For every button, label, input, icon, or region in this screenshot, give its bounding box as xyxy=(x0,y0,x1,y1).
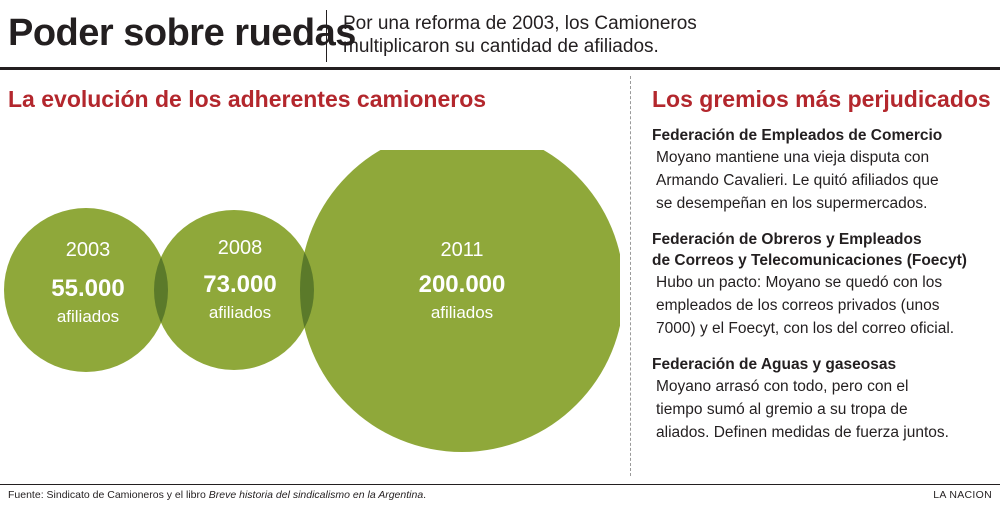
union-item: Federación de Aguas y gaseosas Moyano ar… xyxy=(652,354,992,444)
union-name: Federación de Empleados de Comercio xyxy=(652,125,992,146)
unions-heading: Los gremios más perjudicados xyxy=(652,86,991,112)
source-suffix: . xyxy=(423,489,427,501)
union-name: Federación de Obreros y Empleados de Cor… xyxy=(652,229,992,271)
union-desc-line: se desempeñan en los supermercados. xyxy=(656,195,928,212)
bubble-value-label: 200.000 xyxy=(419,271,506,298)
bubble-chart-svg: 2003 55.000 afiliados 2008 73.000 afiliados 20… xyxy=(4,150,620,452)
union-desc-line: 7000) y el Foecyt, con los del correo of… xyxy=(656,320,955,337)
bubble-2011 xyxy=(300,150,620,452)
bubble-unit-label: afiliados xyxy=(431,303,493,322)
union-name-line: Federación de Empleados de Comercio xyxy=(652,127,943,144)
chart-title: La evolución de los adherentes camionero… xyxy=(8,86,487,112)
brand-logo: LA NACION xyxy=(933,489,992,501)
union-desc-line: Hubo un pacto: Moyano se quedó con los xyxy=(656,274,943,291)
bubble-unit-label: afiliados xyxy=(209,303,271,322)
bubble-value-label: 55.000 xyxy=(51,275,124,302)
bubble-2003 xyxy=(4,208,168,372)
union-item: Federación de Empleados de Comercio Moya… xyxy=(652,125,992,215)
bubble-chart: 2003 55.000 afiliados 2008 73.000 afiliados 20… xyxy=(0,150,620,480)
union-name-line: Federación de Obreros y Empleados xyxy=(652,231,922,248)
union-name-line: de Correos y Telecomunicaciones (Foecyt) xyxy=(652,252,967,269)
header: Poder sobre ruedas Por una reforma de 20… xyxy=(0,0,1000,66)
source-prefix: Fuente: Sindicato de Camioneros y el lib… xyxy=(8,489,209,501)
union-desc-line: Moyano arrasó con todo, pero con el xyxy=(656,378,909,395)
right-column: Los gremios más perjudicados Federación … xyxy=(652,86,992,458)
union-desc-line: tiempo sumó al gremio a su tropa de xyxy=(656,401,908,418)
bubble-unit-label: afiliados xyxy=(57,307,119,326)
union-item: Federación de Obreros y Empleados de Cor… xyxy=(652,229,992,340)
union-desc-line: Moyano mantiene una vieja disputa con xyxy=(656,149,930,166)
union-desc-line: aliados. Definen medidas de fuerza junto… xyxy=(656,424,949,441)
union-name-line: Federación de Aguas y gaseosas xyxy=(652,356,897,373)
bubble-year-label: 2003 xyxy=(66,239,111,261)
bubble-year-label: 2011 xyxy=(440,239,483,261)
union-description: Moyano mantiene una vieja disputa con Ar… xyxy=(652,146,992,215)
footer-rule xyxy=(0,484,1000,485)
page-title: Poder sobre ruedas xyxy=(8,12,356,54)
bubble-2008 xyxy=(154,210,314,370)
header-rule xyxy=(0,67,1000,70)
column-divider xyxy=(630,76,631,476)
title-divider xyxy=(326,10,327,62)
bubble-value-label: 73.000 xyxy=(203,271,276,298)
union-name: Federación de Aguas y gaseosas xyxy=(652,354,992,375)
source-note: Fuente: Sindicato de Camioneros y el lib… xyxy=(8,489,426,501)
union-desc-line: Armando Cavalieri. Le quitó afiliados qu… xyxy=(656,172,939,189)
union-description: Hubo un pacto: Moyano se quedó con los e… xyxy=(652,271,992,340)
union-description: Moyano arrasó con todo, pero con el tiem… xyxy=(652,375,992,444)
page-subtitle: Por una reforma de 2003, los Camioneros … xyxy=(343,13,697,57)
bubble-year-label: 2008 xyxy=(218,237,263,259)
unions-list: Federación de Empleados de Comercio Moya… xyxy=(652,125,992,444)
union-desc-line: empleados de los correos privados (unos xyxy=(656,297,940,314)
source-book-title: Breve historia del sindicalismo en la Ar… xyxy=(208,489,424,501)
